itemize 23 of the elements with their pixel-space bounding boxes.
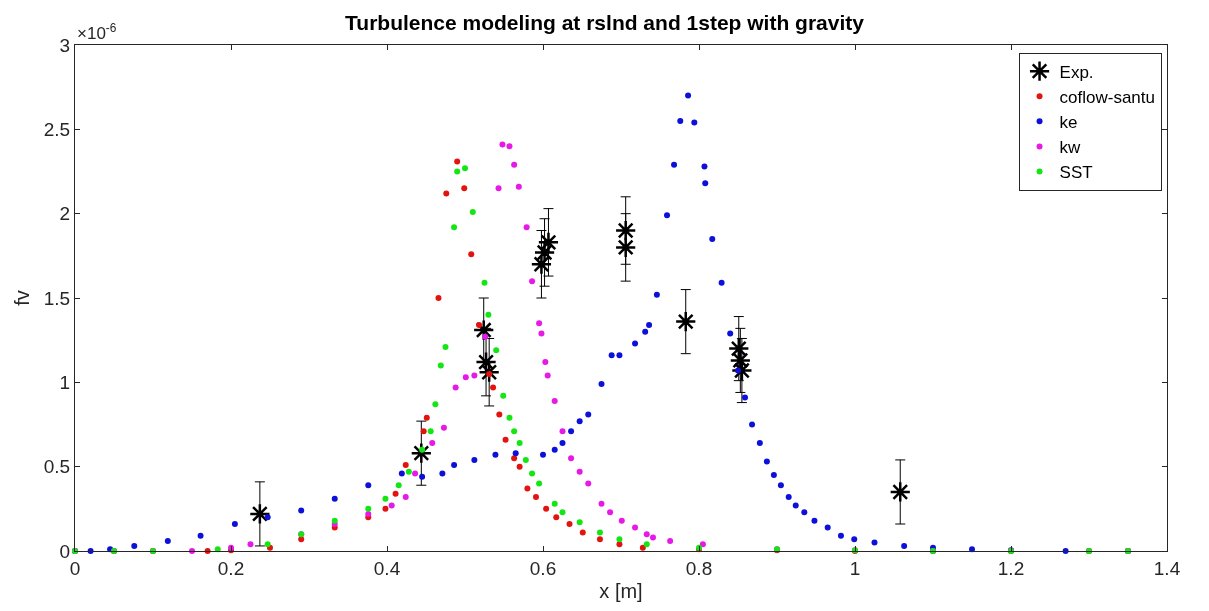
- y-tick-label: 1.5: [43, 287, 71, 309]
- legend-label: SST: [1059, 163, 1093, 183]
- x-tick-label: 1: [849, 557, 861, 579]
- legend-label: ke: [1059, 112, 1078, 132]
- y-tick-label: 3: [59, 34, 71, 56]
- y-tick-label: 2: [59, 203, 71, 225]
- x-tick-label: 1.2: [997, 557, 1025, 579]
- x-tick-label: 1.4: [1153, 557, 1181, 579]
- legend-label: kw: [1059, 138, 1082, 158]
- x-tick-label: 0.4: [373, 557, 401, 579]
- y-tick-label: 0: [59, 540, 71, 562]
- x-tick-label: 0.8: [685, 557, 713, 579]
- legend-label: Exp.: [1059, 62, 1094, 82]
- x-tick-label: 0.6: [529, 557, 557, 579]
- y-tick-label: 0.5: [43, 456, 71, 478]
- y-axis-title: fv: [11, 290, 34, 306]
- legend-label: coflow-santu: [1059, 87, 1155, 107]
- y-tick-label: 1: [59, 371, 71, 393]
- text: ×10$^{-6}$: [77, 21, 117, 44]
- y-tick-label: 2.5: [43, 118, 71, 140]
- x-axis-title: x [m]: [599, 580, 643, 603]
- chart-title: Turbulence modeling at rslnd and 1step with gravity: [345, 10, 865, 34]
- x-tick-label: 0.2: [217, 557, 245, 579]
